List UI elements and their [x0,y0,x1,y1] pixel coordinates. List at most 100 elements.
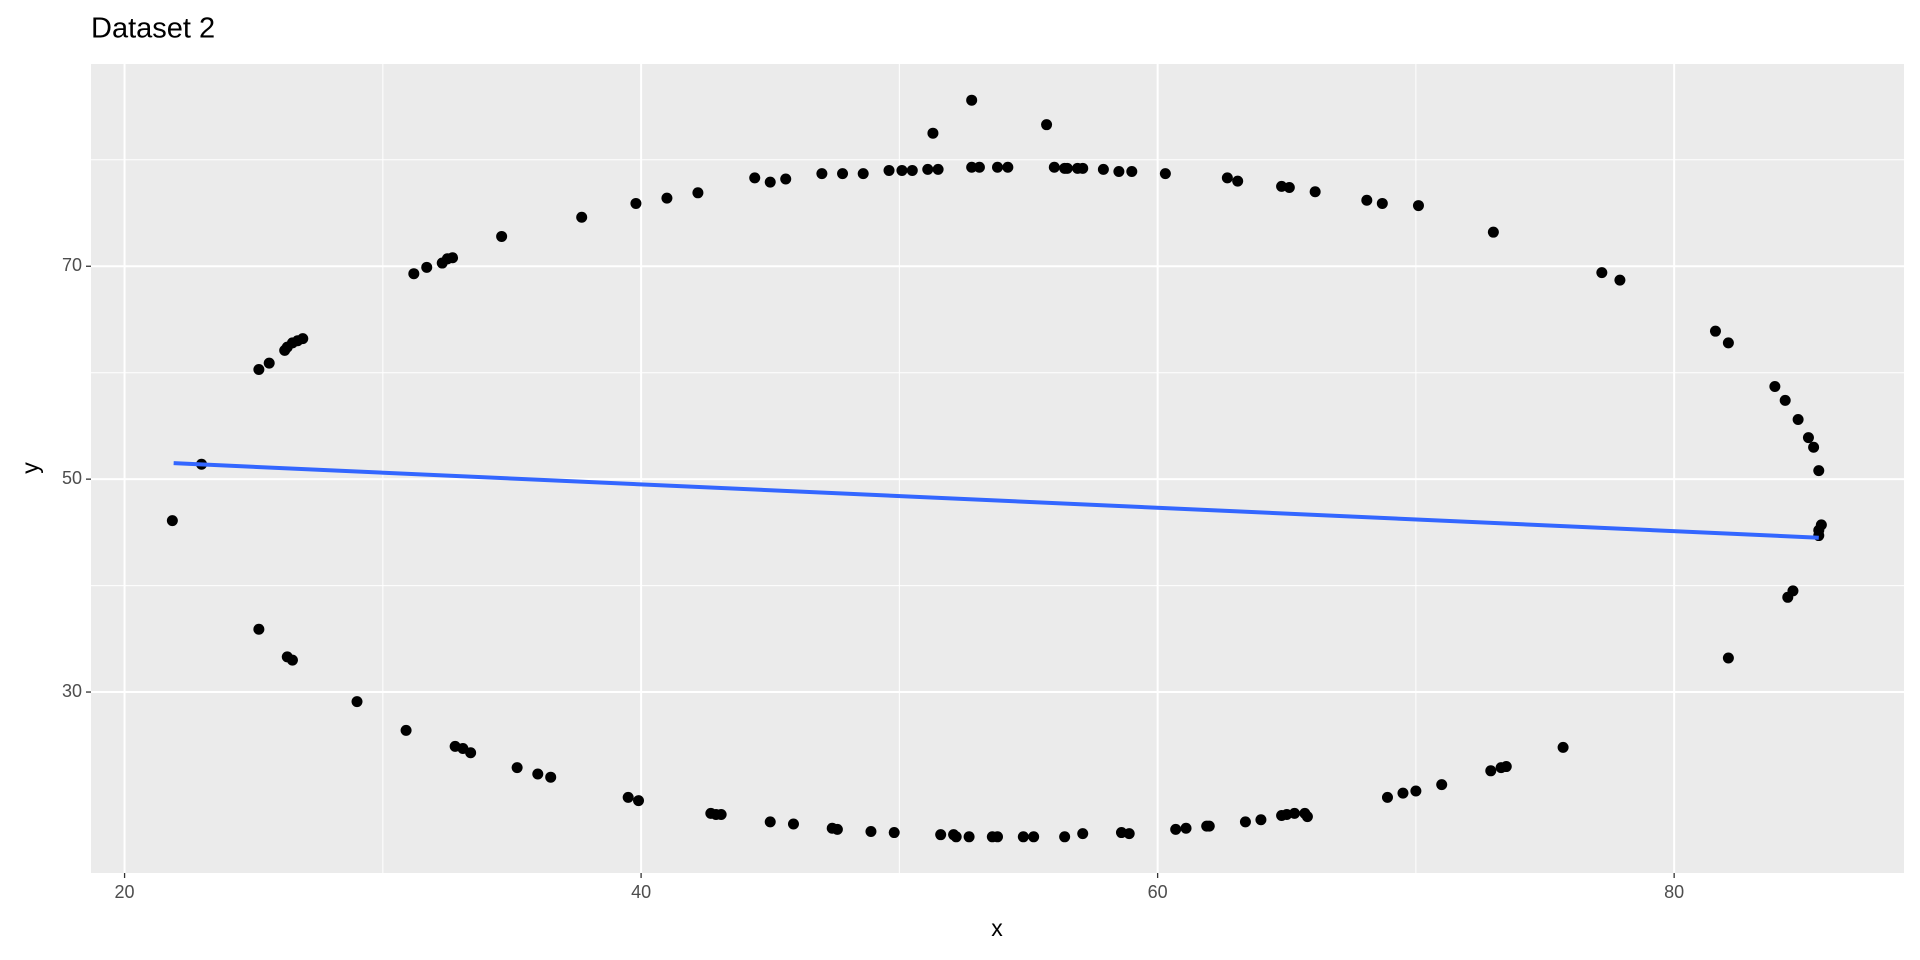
point [576,211,588,223]
point [1221,172,1233,184]
point [1487,226,1499,238]
point [421,261,433,273]
point [857,168,869,180]
point [1722,337,1734,349]
point [764,816,776,828]
point [888,827,900,839]
point [935,829,947,841]
point [1180,822,1192,834]
point [1255,814,1267,826]
point [545,771,557,783]
point [465,747,477,759]
point [1061,162,1073,174]
point [896,164,908,176]
point [496,230,508,242]
y-tick-label: 50 [62,468,82,488]
point [1485,765,1497,777]
point [764,176,776,188]
point [1059,831,1071,843]
y-tick-label: 70 [62,255,82,275]
x-tick-label: 80 [1664,882,1684,902]
point [963,831,975,843]
point [1309,186,1321,198]
point [932,163,944,175]
point [1113,166,1125,178]
point [1097,163,1109,175]
point [1002,161,1014,173]
point [1813,465,1825,477]
panel [91,64,1904,873]
point [532,768,544,780]
point [253,364,265,376]
point [973,161,985,173]
x-axis-title: x [991,915,1003,941]
point [906,164,918,176]
point [408,268,420,280]
point [1289,807,1301,819]
point [1412,200,1424,212]
point [1397,787,1409,799]
point [1500,761,1512,773]
point [297,333,309,345]
x-tick-label: 20 [115,882,135,902]
point [922,163,934,175]
y-tick-label: 30 [62,681,82,701]
point [1239,816,1251,828]
point [715,808,727,820]
point [1170,823,1182,835]
point [950,831,962,843]
point [1283,181,1295,193]
point [633,795,645,807]
point [630,197,642,209]
point [1769,381,1781,393]
point [927,127,939,139]
point [1614,274,1626,286]
point [787,818,799,830]
point [1802,432,1814,444]
point [1203,820,1215,832]
chart-title: Dataset 2 [91,13,215,45]
point [1709,325,1721,337]
point [263,357,275,369]
point [1596,267,1608,279]
point [966,94,978,106]
x-tick-label: 60 [1148,882,1168,902]
point [661,192,673,204]
point [816,168,828,180]
point [1808,441,1820,453]
point [966,161,978,173]
point [1410,785,1422,797]
point [1376,197,1388,209]
point [992,831,1003,843]
point [1722,652,1734,664]
point [351,696,363,708]
point [780,173,792,185]
point [1361,194,1373,206]
point [1077,828,1089,840]
point [1048,161,1060,173]
y-axis-title: y [17,462,43,474]
point [1232,175,1244,187]
point [1159,168,1171,180]
point [511,762,523,774]
point [1017,831,1029,843]
point [166,515,178,527]
point [992,161,1003,173]
point [1301,811,1313,823]
point [1381,791,1393,803]
point [1028,831,1040,843]
point [400,724,412,736]
point [286,654,298,666]
point [1787,585,1799,597]
point [1436,779,1448,791]
point [1077,162,1089,174]
point [622,791,634,803]
point [1557,741,1569,753]
point [447,252,459,264]
point [1792,414,1804,426]
point [883,164,895,176]
point [1126,166,1138,178]
point [837,168,849,180]
point [1123,828,1135,840]
